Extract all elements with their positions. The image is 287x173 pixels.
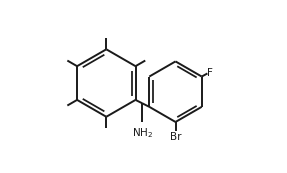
Text: F: F (208, 69, 213, 78)
Text: Br: Br (170, 132, 181, 142)
Text: NH$_2$: NH$_2$ (132, 126, 153, 140)
